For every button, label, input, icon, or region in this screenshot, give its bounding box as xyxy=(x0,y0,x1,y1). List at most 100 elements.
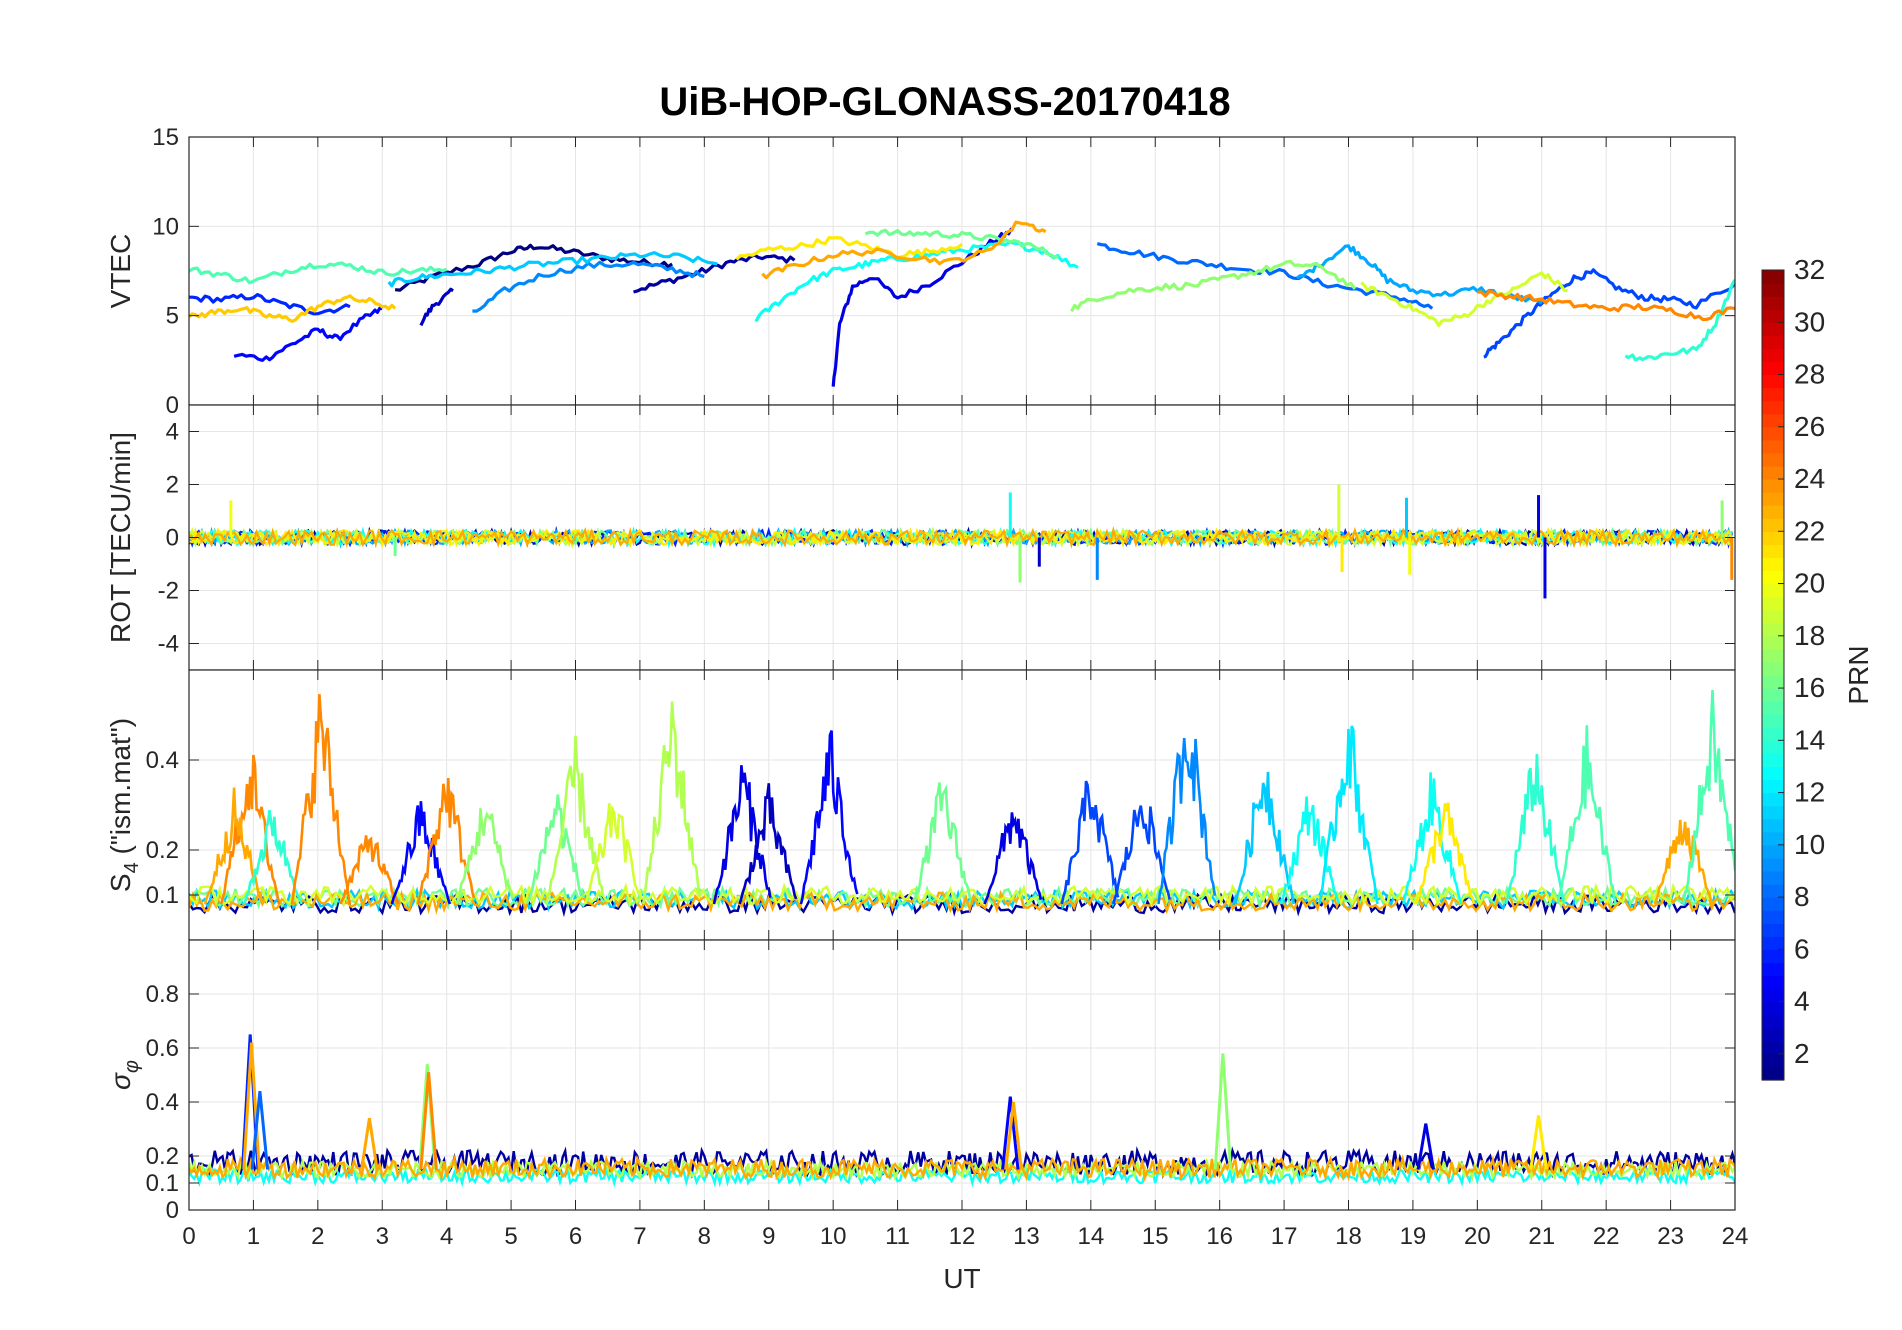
colorbar-segment xyxy=(1762,283,1784,297)
vtec-ytick-label: 0 xyxy=(166,392,179,419)
sigma-ytick-label: 0.1 xyxy=(146,1170,179,1197)
xtick-label: 0 xyxy=(182,1223,195,1250)
vtec-ytick-label: 5 xyxy=(166,303,179,330)
s4-peak-prn-18 xyxy=(641,701,701,905)
colorbar-segment xyxy=(1762,1053,1784,1068)
colorbar-tick-label: 14 xyxy=(1794,724,1825,755)
xtick-label: 5 xyxy=(504,1223,517,1250)
xtick-label: 22 xyxy=(1593,1223,1620,1250)
colorbar-segment xyxy=(1762,831,1784,846)
colorbar-segment xyxy=(1762,857,1784,872)
colorbar-segment xyxy=(1762,870,1784,885)
xtick-label: 13 xyxy=(1013,1223,1040,1250)
colorbar-label: PRN xyxy=(1843,645,1874,704)
rot-band-prn-21 xyxy=(189,526,1733,549)
colorbar-segment xyxy=(1762,1066,1784,1081)
colorbar-segment xyxy=(1762,910,1784,924)
s4-peak-prn-23 xyxy=(1653,819,1714,905)
colorbar-segment xyxy=(1762,479,1784,493)
panel-vtec: 0 5 10 15 VTEC xyxy=(105,124,1736,419)
colorbar-segment xyxy=(1762,374,1784,389)
s4-peak-prn-5 xyxy=(390,801,452,905)
s4-peak-prn-4 xyxy=(983,812,1043,905)
colorbar-segment xyxy=(1762,714,1784,728)
colorbar-segment xyxy=(1762,701,1784,715)
xtick-label: 15 xyxy=(1142,1223,1169,1250)
s4-band-prn-19 xyxy=(189,882,1735,908)
sigma-spike-prn-23 xyxy=(360,1117,379,1170)
sigma-data xyxy=(189,1034,1735,1188)
sigma-ylabel: σφ xyxy=(105,1060,143,1090)
colorbar-segment xyxy=(1762,884,1784,898)
s4-peak-prn-12 xyxy=(1318,725,1379,905)
vtec-series-prn-7 xyxy=(1483,268,1735,359)
vtec-series-prn-19 xyxy=(1360,271,1568,328)
vtec-series-prn-9 xyxy=(472,260,705,313)
xtick-label: 18 xyxy=(1335,1223,1362,1250)
colorbar-segment xyxy=(1762,531,1784,545)
colorbar-segment xyxy=(1762,1040,1784,1055)
colorbar-segment xyxy=(1762,309,1784,323)
vtec-series-prn-5 xyxy=(233,306,383,362)
xtick-label: 7 xyxy=(633,1223,646,1250)
xtick-label: 9 xyxy=(762,1223,775,1250)
colorbar-tick-label: 30 xyxy=(1794,306,1825,337)
colorbar-segment xyxy=(1762,740,1784,754)
sigma-spike-prn-5 xyxy=(1001,1096,1020,1170)
colorbar-segment xyxy=(1762,1027,1784,1042)
s4-peak-prn-7 xyxy=(1112,805,1171,905)
colorbar-segment xyxy=(1762,505,1784,519)
s4-data xyxy=(189,689,1735,918)
s4-peak-prn-7 xyxy=(1060,780,1120,905)
s4-peak-prn-5 xyxy=(799,730,859,905)
colorbar-segment xyxy=(1762,400,1784,415)
sigma-ytick-label: 0.8 xyxy=(146,981,179,1008)
x-axis: 0 1 2 3 4 5 6 7 8 9 10 11 12 13 14 15 16 17 18 19 20 21 22 23 24… xyxy=(182,1223,1748,1294)
vtec-series-prn-3 xyxy=(419,287,454,327)
s4-peak-prn-13 xyxy=(1279,796,1341,905)
colorbar-segment xyxy=(1762,492,1784,506)
colorbar-segment xyxy=(1762,753,1784,768)
sigma-spike-prn-17 xyxy=(1213,1053,1233,1170)
colorbar-segment xyxy=(1762,544,1784,559)
vtec-series-prn-14 xyxy=(1624,279,1735,362)
s4-peak-prn-13 xyxy=(1402,772,1463,905)
colorbar-segment xyxy=(1762,844,1784,859)
colorbar-segment xyxy=(1762,792,1784,807)
s4-peak-prn-14 xyxy=(1505,753,1566,905)
sigma-spike-prn-8 xyxy=(250,1091,270,1170)
xtick-label: 14 xyxy=(1077,1223,1104,1250)
colorbar-segment xyxy=(1762,648,1784,663)
vtec-series-prn-11 xyxy=(387,251,718,288)
xtick-label: 6 xyxy=(569,1223,582,1250)
colorbar-segment xyxy=(1762,335,1784,349)
s4-ytick-label: 0.1 xyxy=(146,882,179,909)
colorbar-segment xyxy=(1762,518,1784,532)
vtec-ytick-label: 15 xyxy=(152,124,179,151)
colorbar-tick-label: 18 xyxy=(1794,620,1825,651)
vtec-series-prn-17 xyxy=(1070,259,1357,313)
vtec-series-prn-21 xyxy=(735,236,963,261)
colorbar-frame xyxy=(1761,269,1785,1081)
colorbar-segment xyxy=(1762,818,1784,833)
colorbar-segment xyxy=(1762,779,1784,794)
xtick-label: 17 xyxy=(1271,1223,1298,1250)
s4-peak-prn-14 xyxy=(242,810,303,905)
vtec-data xyxy=(189,220,1735,387)
xtick-label: 19 xyxy=(1400,1223,1427,1250)
vtec-ytick-label: 10 xyxy=(152,213,179,240)
panel-s4: 0.1 0.2 0.4S4 ("ism.mat") xyxy=(105,669,1736,941)
colorbar-tick-label: 28 xyxy=(1794,359,1825,390)
xtick-label: 24 xyxy=(1722,1223,1749,1250)
xtick-label: 4 xyxy=(440,1223,453,1250)
colorbar-segment xyxy=(1762,296,1784,310)
rot-ytick-label: 2 xyxy=(166,472,179,499)
colorbar-tick-label: 22 xyxy=(1794,515,1825,546)
rot-ytick-label: -4 xyxy=(158,631,179,658)
xtick-label: 12 xyxy=(949,1223,976,1250)
colorbar-segment xyxy=(1762,988,1784,1003)
vtec-series-prn-1 xyxy=(394,243,674,292)
colorbar-segment xyxy=(1762,975,1784,990)
colorbar-segment xyxy=(1762,622,1784,637)
